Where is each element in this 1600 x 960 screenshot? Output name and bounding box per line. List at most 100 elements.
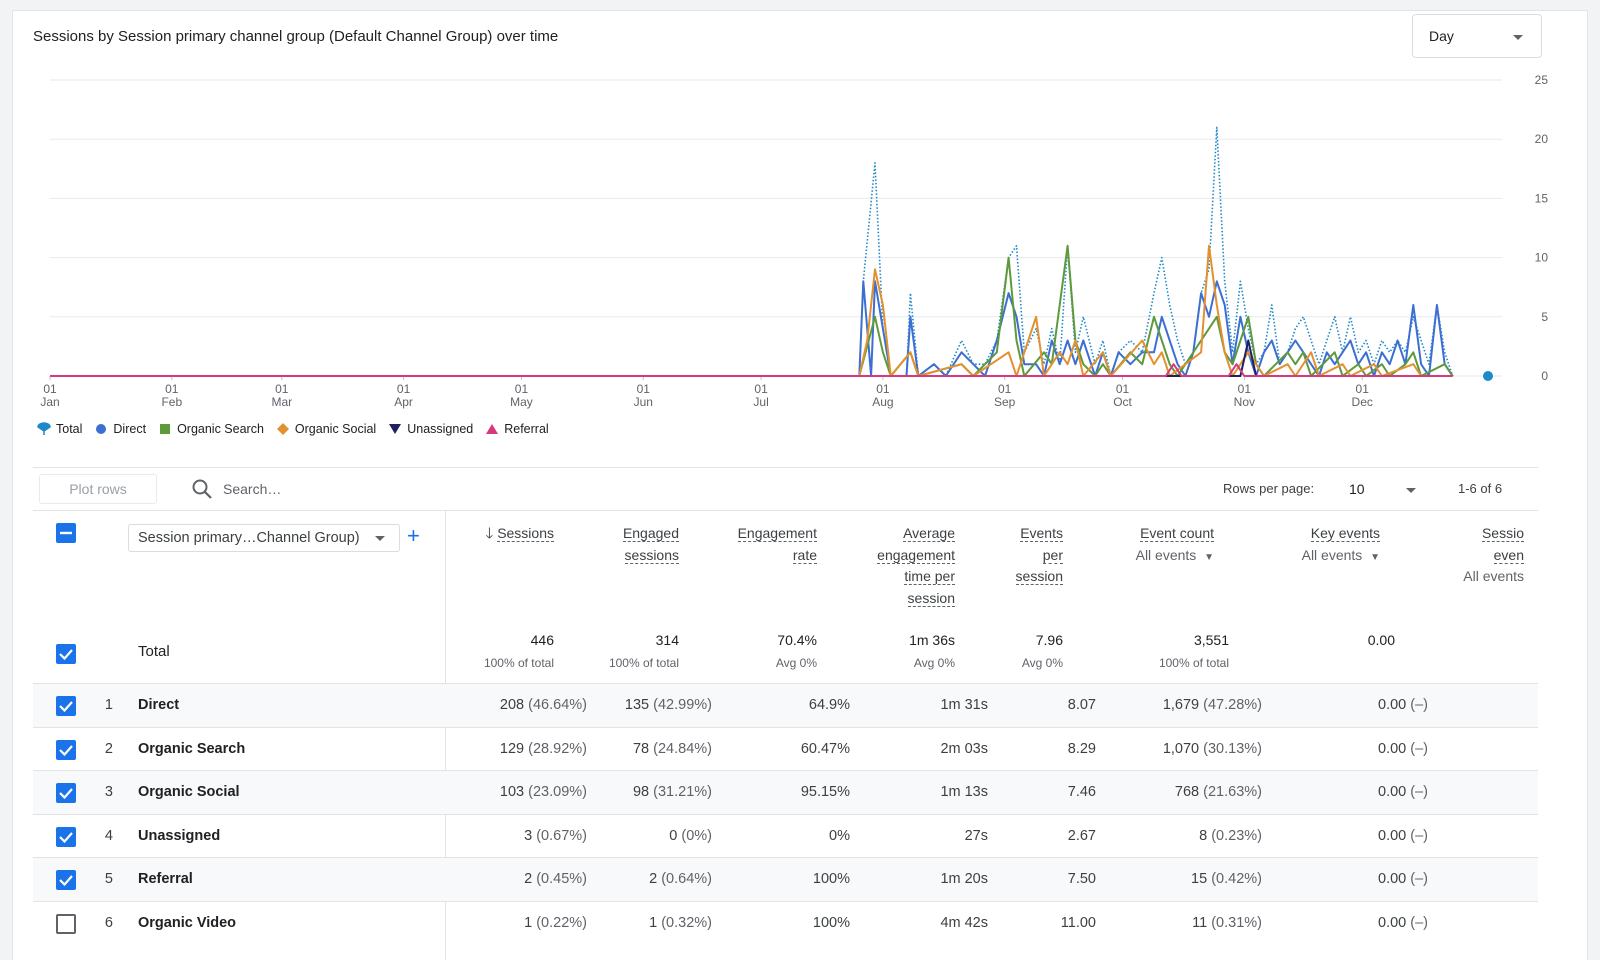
row-checkbox[interactable] (56, 783, 76, 804)
search-icon[interactable] (191, 478, 213, 500)
triangle-up-icon (486, 424, 499, 434)
sort-down-arrow-icon: 🡓 (485, 525, 494, 542)
select-all-checkbox[interactable] (56, 523, 76, 543)
y-tick-label: 0 (1541, 369, 1548, 383)
legend-item-total[interactable]: Total (37, 422, 82, 436)
x-tick-day: 01 (876, 382, 890, 396)
granularity-select[interactable]: Day (1412, 14, 1542, 58)
row-channel-name[interactable]: Organic Search (138, 740, 246, 757)
cell-events_per: 11.00 (1060, 915, 1096, 931)
row-channel-name[interactable]: Organic Social (138, 784, 240, 801)
cell-engaged: 98 (31.21%) (632, 784, 712, 801)
chevron-down-icon (1513, 35, 1523, 40)
x-tick-day: 01 (1356, 382, 1370, 396)
cell-sessions: 1 (0.22%) (524, 915, 587, 931)
series-line-unassigned[interactable] (50, 339, 1453, 377)
row-channel-name[interactable]: Unassigned (138, 827, 221, 844)
header-label: Events (1020, 525, 1063, 542)
table-row[interactable]: 6 Organic Video 1 (0.22%) 1 (0.32%) 100% 4m 4… (33, 901, 1538, 945)
chevron-down-icon (375, 536, 385, 541)
cell-engaged: 78 (24.84%) (632, 740, 712, 757)
legend-item-direct[interactable]: Direct (94, 422, 146, 436)
cell-keyevents: 0.00 (–) (1378, 827, 1428, 844)
event-filter-select[interactable]: All events ▼ (1136, 545, 1214, 569)
x-tick-day: 01 (515, 382, 529, 396)
total-label: Total (138, 643, 170, 660)
row-number: 6 (104, 915, 113, 931)
header-events-per-session[interactable]: Events per session (1015, 523, 1063, 588)
y-tick-label: 20 (1535, 132, 1549, 146)
x-tick-day: 01 (1116, 382, 1130, 396)
rows-per-page-select[interactable]: 10 (1349, 481, 1365, 497)
row-channel-name[interactable]: Referral (138, 871, 193, 888)
series-line-total[interactable] (50, 126, 1454, 377)
chevron-down-icon[interactable] (1406, 488, 1416, 493)
chart-title: Sessions by Session primary channel grou… (33, 28, 559, 45)
total-checkbox[interactable] (56, 644, 76, 664)
table-row[interactable]: 1 Direct 208 (46.64%) 135 (42.99%) 64.9% 1m 3… (33, 683, 1538, 727)
series-line-organic-social[interactable] (50, 244, 1422, 377)
cell-avgtime: 1m 31s (940, 697, 988, 713)
legend-item-unassigned[interactable]: Unassigned (388, 422, 473, 436)
cell-avgtime: 4m 42s (940, 915, 988, 931)
header-session-key-event-rate[interactable]: Sessio even All events (1463, 523, 1524, 588)
cell-eventcount: 15 (0.42%) (1191, 871, 1262, 888)
x-tick-month: Apr (394, 395, 413, 409)
cell-engaged: 1 (0.32%) (649, 915, 712, 931)
series-line-organic-search[interactable] (50, 244, 1454, 377)
table-row[interactable]: 4 Unassigned 3 (0.67%) 0 (0%) 0% 27s 2.67 8 (0.… (33, 813, 1538, 858)
table-row[interactable]: 3 Organic Social 103 (23.09%) 98 (31.21%) 95… (33, 770, 1538, 815)
cell-sessions: 3 (0.67%) (524, 827, 587, 844)
x-tick-month: Aug (872, 395, 893, 409)
row-number: 1 (104, 697, 113, 713)
legend-label: Referral (504, 422, 549, 436)
header-sessions-label: Sessions (497, 525, 554, 542)
search-input[interactable]: Search… (223, 481, 282, 497)
row-checkbox[interactable] (56, 739, 76, 760)
add-dimension-icon[interactable]: + (407, 523, 420, 548)
cell-engaged: 135 (42.99%) (624, 697, 712, 713)
legend-item-organic-social[interactable]: Organic Social (276, 422, 376, 436)
cell-eventcount: 8 (0.23%) (1199, 827, 1262, 844)
header-sessions[interactable]: 🡓 Sessions (485, 523, 554, 545)
table-row[interactable]: 5 Referral 2 (0.45%) 2 (0.64%) 100% 1m 20s 7.5… (33, 857, 1538, 902)
table-row[interactable]: 2 Organic Search 129 (28.92%) 78 (24.84%) 60… (33, 726, 1538, 771)
series-line-direct[interactable] (50, 280, 1454, 377)
key-event-filter-select[interactable]: All events ▼ (1302, 545, 1380, 569)
plot-rows-button[interactable]: Plot rows (39, 474, 157, 504)
header-engaged-sessions[interactable]: Engaged sessions (622, 523, 679, 566)
series-line-referral[interactable] (50, 363, 1453, 377)
header-event-count[interactable]: Event count All events ▼ (1136, 523, 1214, 568)
header-label: sessions (624, 546, 679, 564)
row-checkbox[interactable] (56, 826, 76, 847)
header-engagement-rate[interactable]: Engagement rate (737, 523, 817, 566)
chart-legend: Total Direct Organic Search Organic Social U… (37, 422, 549, 436)
x-tick-month: Jul (753, 395, 768, 409)
x-tick-day: 01 (637, 382, 651, 396)
header-key-events[interactable]: Key events All events ▼ (1302, 523, 1380, 568)
row-checkbox[interactable] (56, 870, 76, 891)
x-tick-month: Feb (161, 395, 182, 409)
total-avg-time: 1m 36s Avg 0% (909, 632, 955, 670)
table-toolbar: Plot rows Search… Rows per page: 10 1-6 … (33, 467, 1538, 511)
row-checkbox[interactable] (56, 696, 76, 716)
x-tick-month: Dec (1352, 395, 1373, 409)
rows-per-page-label: Rows per page: (1223, 481, 1315, 496)
header-label: Event count (1140, 525, 1214, 542)
header-label: per (1042, 546, 1063, 564)
legend-item-referral[interactable]: Referral (485, 422, 549, 436)
y-tick-label: 15 (1535, 191, 1549, 205)
header-label: Sessio (1481, 525, 1524, 542)
legend-item-organic-search[interactable]: Organic Search (158, 422, 264, 436)
header-average-engagement-time[interactable]: Average engagement time per session (877, 523, 955, 609)
row-checkbox[interactable] (56, 914, 76, 934)
legend-label: Total (56, 422, 83, 436)
cell-sessions: 208 (46.64%) (499, 697, 587, 713)
cell-keyevents: 0.00 (–) (1378, 697, 1428, 713)
cell-events_per: 2.67 (1067, 827, 1096, 844)
event-filter-label: All events (1135, 546, 1197, 563)
row-channel-name[interactable]: Organic Video (138, 915, 237, 931)
row-channel-name[interactable]: Direct (138, 697, 180, 713)
total-sessions: 446 100% of total (483, 632, 554, 670)
dimension-select[interactable]: Session primary…Channel Group) (128, 524, 400, 552)
